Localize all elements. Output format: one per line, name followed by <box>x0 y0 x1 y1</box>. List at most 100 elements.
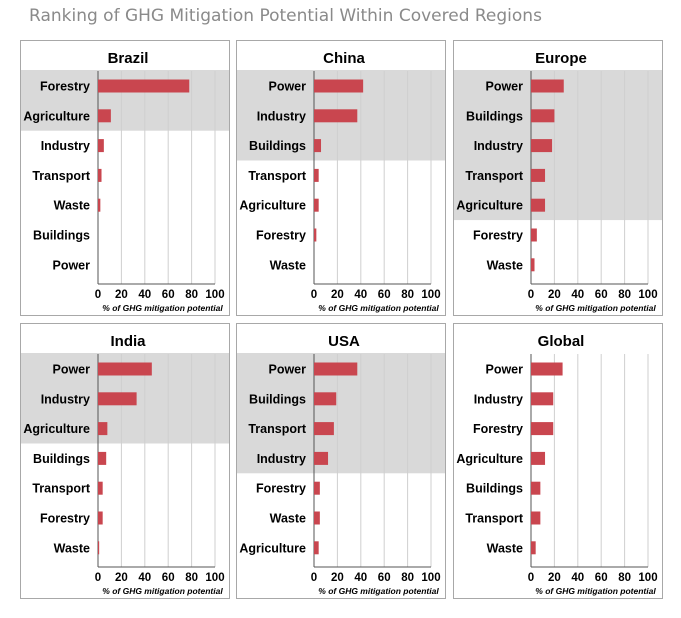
x-axis-label: % of GHG mitigation potential <box>535 303 656 313</box>
tick-label: 40 <box>138 289 151 301</box>
tick-label: 40 <box>354 289 367 301</box>
tick-label: 100 <box>421 572 440 584</box>
category-label: Buildings <box>466 482 523 496</box>
bar <box>98 168 102 182</box>
panel-title: China <box>323 50 365 67</box>
chart-svg: Brazil Forestry Agriculture Industry Transpo… <box>21 50 229 313</box>
tick-label: 0 <box>95 289 101 301</box>
tick-label: 60 <box>595 289 608 301</box>
chart-panel-usa: USA Power Buildings Transport Industry Forest… <box>236 323 446 599</box>
bar <box>531 228 537 242</box>
category-label: Forestry <box>256 482 306 496</box>
bar <box>98 392 137 406</box>
bar <box>98 422 108 436</box>
category-label: Agriculture <box>23 109 90 123</box>
bar <box>98 541 100 555</box>
tick-label: 40 <box>571 572 584 584</box>
category-label: Transport <box>32 169 90 183</box>
tick-label: 100 <box>205 289 224 301</box>
bar <box>98 451 107 465</box>
tick-label: 60 <box>595 572 608 584</box>
bar <box>531 511 541 525</box>
category-label: Industry <box>474 139 523 153</box>
bar <box>531 79 564 93</box>
bar <box>98 481 103 495</box>
tick-label: 60 <box>378 289 391 301</box>
tick-label: 80 <box>618 572 631 584</box>
tick-label: 0 <box>311 289 317 301</box>
category-label: Waste <box>270 512 306 526</box>
tick-label: 0 <box>311 572 317 584</box>
category-label: Power <box>485 363 523 377</box>
bar <box>531 481 541 495</box>
panel-title: India <box>110 333 146 350</box>
category-label: Transport <box>248 422 306 436</box>
tick-label: 80 <box>618 289 631 301</box>
bar <box>531 541 536 555</box>
category-label: Industry <box>41 139 90 153</box>
bar <box>314 392 337 406</box>
x-axis-label: % of GHG mitigation potential <box>318 303 439 313</box>
bar <box>314 481 320 495</box>
panel-title: USA <box>328 333 360 350</box>
bar <box>314 139 322 153</box>
page-title: Ranking of GHG Mitigation Potential With… <box>29 6 542 26</box>
x-axis-label: % of GHG mitigation potential <box>102 303 223 313</box>
tick-label: 40 <box>354 572 367 584</box>
bar <box>314 168 319 182</box>
bar <box>314 362 358 376</box>
tick-label: 80 <box>401 572 414 584</box>
tick-label: 20 <box>548 289 561 301</box>
category-label: Waste <box>54 541 90 555</box>
highlight-band <box>454 70 662 221</box>
x-axis-label: % of GHG mitigation potential <box>102 586 223 596</box>
tick-label: 60 <box>378 572 391 584</box>
category-label: Power <box>268 363 306 377</box>
category-label: Forestry <box>473 422 523 436</box>
x-axis-label: % of GHG mitigation potential <box>318 586 439 596</box>
tick-label: 80 <box>401 289 414 301</box>
category-label: Transport <box>465 169 523 183</box>
chart-svg: Europe Power Buildings Industry Transport Agr… <box>454 50 662 313</box>
bar <box>314 109 358 123</box>
category-label: Waste <box>487 258 523 272</box>
category-label: Power <box>485 80 523 94</box>
bar <box>98 362 152 376</box>
tick-label: 20 <box>115 289 128 301</box>
chart-panel-europe: Europe Power Buildings Industry Transport Agr… <box>453 40 663 316</box>
category-label: Buildings <box>33 229 90 243</box>
chart-svg: India Power Industry Agriculture Buildings Tr… <box>21 333 229 596</box>
panel-title: Europe <box>535 50 587 67</box>
tick-label: 20 <box>548 572 561 584</box>
category-label: Industry <box>474 392 523 406</box>
bar <box>531 168 546 182</box>
tick-label: 80 <box>185 572 198 584</box>
tick-label: 0 <box>528 289 534 301</box>
tick-label: 0 <box>95 572 101 584</box>
chart-svg: Global Power Industry Forestry Agriculture Bu… <box>456 333 657 596</box>
category-label: Transport <box>248 169 306 183</box>
chart-panel-brazil: Brazil Forestry Agriculture Industry Transpo… <box>20 40 230 316</box>
bar <box>98 109 111 123</box>
category-label: Waste <box>54 199 90 213</box>
category-label: Agriculture <box>239 199 306 213</box>
chart-panel-india: India Power Industry Agriculture Buildings Tr… <box>20 323 230 599</box>
category-label: Industry <box>257 452 306 466</box>
category-label: Transport <box>465 512 523 526</box>
tick-label: 100 <box>421 289 440 301</box>
tick-label: 40 <box>571 289 584 301</box>
bar <box>531 139 553 153</box>
category-label: Forestry <box>40 80 90 94</box>
chart-panel-china: China Power Industry Buildings Transport Agri… <box>236 40 446 316</box>
category-label: Forestry <box>473 229 523 243</box>
tick-label: 20 <box>115 572 128 584</box>
x-axis-label: % of GHG mitigation potential <box>535 586 656 596</box>
bar <box>98 511 103 525</box>
bar <box>98 198 101 212</box>
tick-label: 60 <box>162 572 175 584</box>
category-label: Power <box>52 363 90 377</box>
bar <box>314 198 319 212</box>
category-label: Transport <box>32 482 90 496</box>
bar <box>314 422 334 436</box>
